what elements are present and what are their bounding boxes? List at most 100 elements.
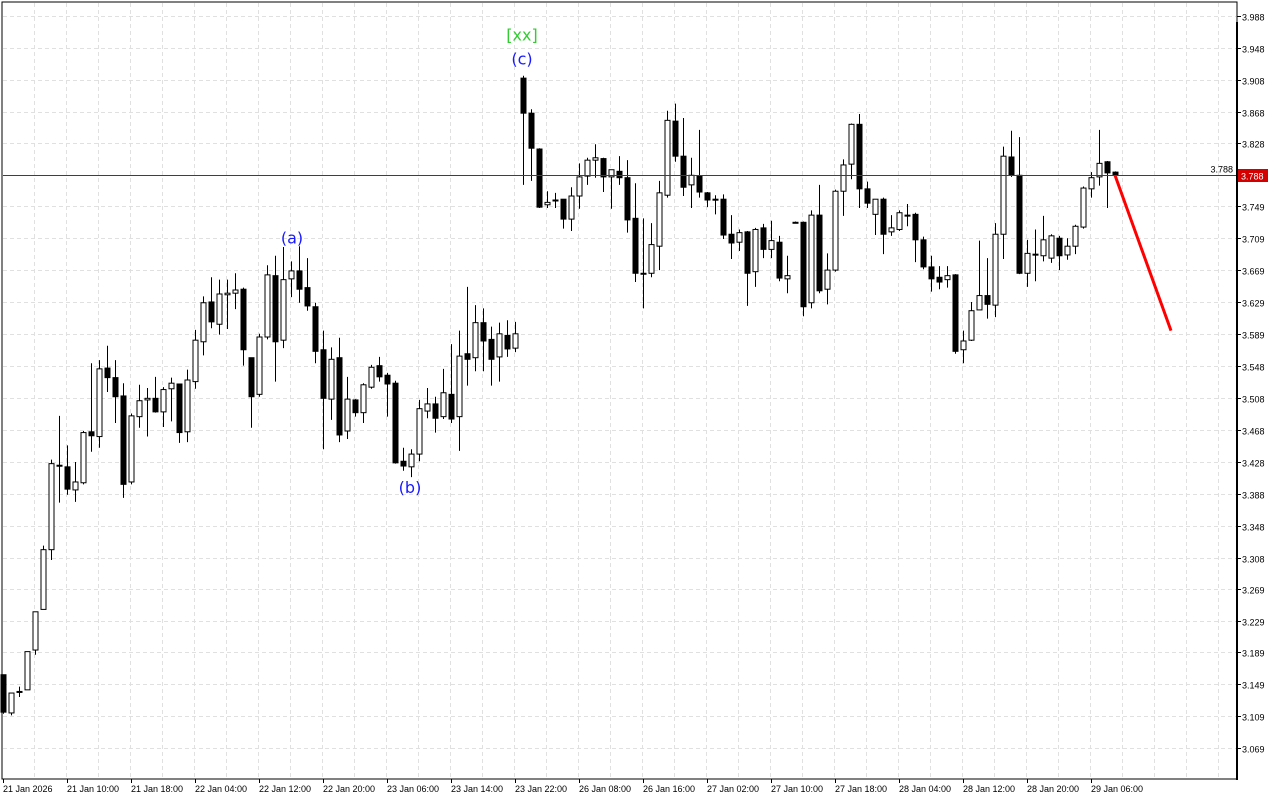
candle-body-bull bbox=[32, 611, 39, 651]
y-tick-label: 3.428 bbox=[1242, 459, 1265, 469]
candle-body-bull bbox=[584, 159, 591, 177]
candle bbox=[920, 236, 927, 270]
candle-body-bull bbox=[368, 366, 375, 388]
y-tick-label: 3.548 bbox=[1242, 363, 1265, 373]
candle-body-bear bbox=[488, 338, 495, 360]
candle-body-bull bbox=[792, 221, 799, 224]
candle-body-bear bbox=[384, 374, 391, 385]
candle-body-bear bbox=[0, 674, 7, 713]
candle-body-bull bbox=[832, 190, 839, 271]
candle bbox=[288, 261, 295, 298]
candle bbox=[392, 380, 399, 464]
candle-body-bull bbox=[224, 292, 231, 296]
candle bbox=[552, 192, 559, 208]
candle-body-bear bbox=[376, 365, 383, 378]
candle-body-bear bbox=[720, 198, 727, 236]
candle bbox=[264, 265, 271, 340]
candle-body-bear bbox=[400, 460, 407, 467]
candle bbox=[488, 326, 495, 386]
candle bbox=[280, 246, 287, 349]
candle bbox=[880, 197, 887, 255]
candle bbox=[416, 399, 423, 462]
candle-body-bear bbox=[480, 322, 487, 342]
candle-body-bear bbox=[1008, 156, 1015, 176]
candle-body-bull bbox=[648, 244, 655, 274]
y-tick-label: 3.749 bbox=[1242, 203, 1265, 213]
y-tick-label: 3.149 bbox=[1242, 681, 1265, 691]
candle bbox=[936, 266, 943, 290]
candle bbox=[616, 156, 623, 185]
candle bbox=[312, 302, 319, 364]
candle bbox=[968, 301, 975, 341]
candle-body-bull bbox=[128, 415, 135, 483]
candle bbox=[304, 258, 311, 311]
candle-body-bull bbox=[360, 384, 367, 414]
candle bbox=[1080, 186, 1087, 229]
candle bbox=[384, 372, 391, 417]
x-tick-label: 22 Jan 04:00 bbox=[195, 784, 247, 794]
y-tick-label: 3.189 bbox=[1242, 649, 1265, 659]
candle-body-bull bbox=[840, 164, 847, 192]
candle bbox=[24, 651, 31, 691]
candle bbox=[432, 396, 439, 433]
candle bbox=[976, 240, 983, 311]
candle-body-bull bbox=[264, 274, 271, 338]
candle bbox=[776, 235, 783, 282]
candle bbox=[928, 255, 935, 292]
candle-body-bull bbox=[808, 214, 815, 304]
candle-body-bear bbox=[504, 334, 511, 350]
candle bbox=[864, 181, 871, 208]
candle bbox=[632, 183, 639, 283]
candle bbox=[208, 277, 215, 329]
candle-body-bull bbox=[72, 481, 79, 491]
candle-body-bear bbox=[464, 353, 471, 360]
candle bbox=[104, 345, 111, 392]
candle bbox=[40, 545, 47, 610]
candle bbox=[1104, 160, 1111, 208]
x-tick-label: 23 Jan 06:00 bbox=[387, 784, 439, 794]
candle-body-bear bbox=[112, 377, 119, 398]
x-tick-label: 27 Jan 10:00 bbox=[771, 784, 823, 794]
candle bbox=[8, 692, 15, 716]
candle bbox=[480, 308, 487, 372]
candle bbox=[728, 215, 735, 259]
y-tick-label: 3.988 bbox=[1242, 13, 1265, 23]
candle bbox=[464, 286, 471, 386]
grid bbox=[3, 3, 1236, 778]
candle-body-bear bbox=[632, 217, 639, 274]
y-tick-label: 3.709 bbox=[1242, 235, 1265, 245]
candle-body-bear bbox=[704, 192, 711, 201]
candle-body-bull bbox=[408, 453, 415, 468]
candle bbox=[800, 221, 807, 317]
candle-body-bull bbox=[992, 233, 999, 306]
wave-label: (b) bbox=[399, 478, 422, 497]
candle-body-bull bbox=[848, 123, 855, 165]
candle-body-bull bbox=[24, 651, 31, 691]
candle-body-bear bbox=[392, 382, 399, 464]
x-tick-label: 21 Jan 2026 bbox=[3, 784, 53, 794]
x-tick-label: 27 Jan 02:00 bbox=[707, 784, 759, 794]
x-tick-label: 28 Jan 04:00 bbox=[899, 784, 951, 794]
candle-body-bull bbox=[168, 382, 175, 390]
candle-body-bear bbox=[640, 272, 647, 275]
candle bbox=[664, 110, 671, 198]
candle bbox=[496, 322, 503, 382]
candle-body-bear bbox=[352, 399, 359, 414]
candle bbox=[576, 163, 583, 209]
candle bbox=[680, 117, 687, 197]
candle-body-bull bbox=[960, 340, 967, 351]
candle bbox=[768, 220, 775, 259]
x-tick-label: 21 Jan 10:00 bbox=[67, 784, 119, 794]
candle bbox=[56, 415, 63, 503]
candle-body-bull bbox=[216, 293, 223, 325]
candle bbox=[672, 103, 679, 162]
candle bbox=[368, 364, 375, 389]
time-axis[interactable]: 21 Jan 2026 21 Jan 10:00 21 Jan 18:00 22 Ja… bbox=[3, 779, 1143, 794]
candle-body-bear bbox=[984, 295, 991, 305]
candle-body-bull bbox=[872, 198, 879, 215]
price-axis[interactable]: 3.988 3.948 3.908 3.868 3.828 3.788 3.749 3.709… bbox=[1210, 13, 1268, 781]
candle-body-bear bbox=[816, 214, 823, 292]
candle-body-bear bbox=[672, 120, 679, 157]
candle-body-bull bbox=[576, 176, 583, 197]
